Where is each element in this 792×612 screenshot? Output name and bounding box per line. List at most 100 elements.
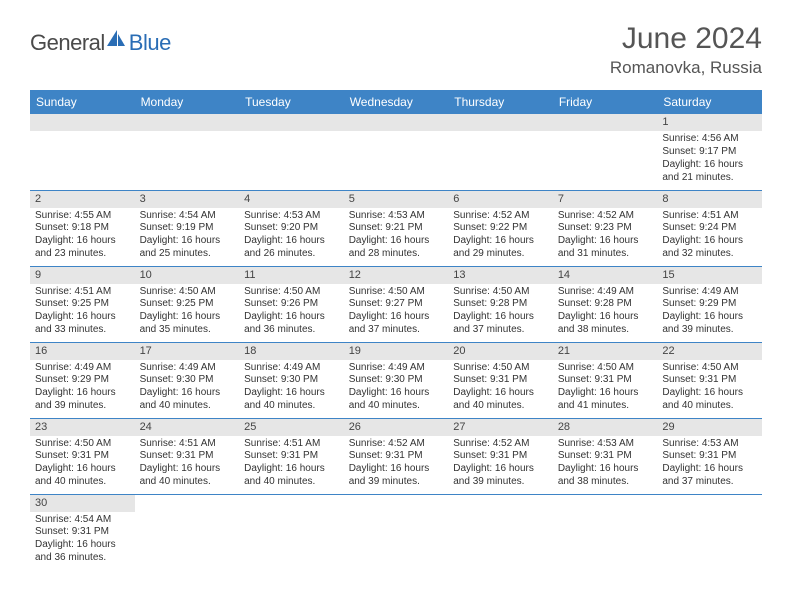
calendar-cell: 21Sunrise: 4:50 AMSunset: 9:31 PMDayligh… (553, 342, 658, 418)
sunrise-text: Sunrise: 4:50 AM (244, 286, 339, 299)
day-number: 8 (657, 191, 762, 208)
sunset-text: Sunset: 9:21 PM (349, 222, 444, 235)
day-details: Sunrise: 4:50 AMSunset: 9:27 PMDaylight:… (344, 284, 449, 340)
weekday-row: SundayMondayTuesdayWednesdayThursdayFrid… (30, 90, 762, 114)
day-number: 27 (448, 419, 553, 436)
day-number: 25 (239, 419, 344, 436)
title-block: June 2024 Romanovka, Russia (610, 22, 762, 78)
daylight-text: Daylight: 16 hours and 40 minutes. (244, 387, 339, 413)
calendar-cell (135, 494, 240, 570)
day-number: 11 (239, 267, 344, 284)
day-details: Sunrise: 4:50 AMSunset: 9:25 PMDaylight:… (135, 284, 240, 340)
daylight-text: Daylight: 16 hours and 37 minutes. (662, 463, 757, 489)
day-details: Sunrise: 4:53 AMSunset: 9:21 PMDaylight:… (344, 208, 449, 264)
day-number-empty (239, 495, 344, 512)
calendar-cell (135, 114, 240, 190)
daylight-text: Daylight: 16 hours and 40 minutes. (453, 387, 548, 413)
sunrise-text: Sunrise: 4:49 AM (558, 286, 653, 299)
calendar-cell: 3Sunrise: 4:54 AMSunset: 9:19 PMDaylight… (135, 190, 240, 266)
sunrise-text: Sunrise: 4:53 AM (349, 210, 444, 223)
calendar-cell: 8Sunrise: 4:51 AMSunset: 9:24 PMDaylight… (657, 190, 762, 266)
day-number: 30 (30, 495, 135, 512)
calendar-cell: 11Sunrise: 4:50 AMSunset: 9:26 PMDayligh… (239, 266, 344, 342)
calendar-cell: 22Sunrise: 4:50 AMSunset: 9:31 PMDayligh… (657, 342, 762, 418)
daylight-text: Daylight: 16 hours and 39 minutes. (35, 387, 130, 413)
calendar-cell (657, 494, 762, 570)
calendar-cell: 9Sunrise: 4:51 AMSunset: 9:25 PMDaylight… (30, 266, 135, 342)
day-details-empty (344, 512, 449, 564)
sunrise-text: Sunrise: 4:52 AM (558, 210, 653, 223)
sunrise-text: Sunrise: 4:49 AM (349, 362, 444, 375)
weekday-header: Thursday (448, 90, 553, 114)
day-number-empty (135, 495, 240, 512)
sunset-text: Sunset: 9:29 PM (35, 374, 130, 387)
sunrise-text: Sunrise: 4:54 AM (35, 514, 130, 527)
daylight-text: Daylight: 16 hours and 39 minutes. (662, 311, 757, 337)
sunset-text: Sunset: 9:31 PM (140, 450, 235, 463)
day-details: Sunrise: 4:51 AMSunset: 9:24 PMDaylight:… (657, 208, 762, 264)
day-details: Sunrise: 4:50 AMSunset: 9:31 PMDaylight:… (448, 360, 553, 416)
sunset-text: Sunset: 9:23 PM (558, 222, 653, 235)
sunset-text: Sunset: 9:17 PM (662, 146, 757, 159)
sunrise-text: Sunrise: 4:55 AM (35, 210, 130, 223)
calendar-cell (448, 494, 553, 570)
daylight-text: Daylight: 16 hours and 39 minutes. (349, 463, 444, 489)
day-details-empty (448, 131, 553, 183)
sunset-text: Sunset: 9:31 PM (349, 450, 444, 463)
calendar-cell (239, 114, 344, 190)
sunset-text: Sunset: 9:26 PM (244, 298, 339, 311)
sunset-text: Sunset: 9:31 PM (453, 450, 548, 463)
sunset-text: Sunset: 9:30 PM (140, 374, 235, 387)
day-details: Sunrise: 4:55 AMSunset: 9:18 PMDaylight:… (30, 208, 135, 264)
day-number: 16 (30, 343, 135, 360)
sunset-text: Sunset: 9:29 PM (662, 298, 757, 311)
day-number-empty (30, 114, 135, 131)
daylight-text: Daylight: 16 hours and 29 minutes. (453, 235, 548, 261)
day-number: 6 (448, 191, 553, 208)
day-details-empty (344, 131, 449, 183)
sunset-text: Sunset: 9:19 PM (140, 222, 235, 235)
calendar-cell: 18Sunrise: 4:49 AMSunset: 9:30 PMDayligh… (239, 342, 344, 418)
day-number: 4 (239, 191, 344, 208)
daylight-text: Daylight: 16 hours and 21 minutes. (662, 159, 757, 185)
daylight-text: Daylight: 16 hours and 23 minutes. (35, 235, 130, 261)
sunrise-text: Sunrise: 4:51 AM (244, 438, 339, 451)
day-details: Sunrise: 4:51 AMSunset: 9:31 PMDaylight:… (135, 436, 240, 492)
day-details: Sunrise: 4:52 AMSunset: 9:31 PMDaylight:… (344, 436, 449, 492)
day-details: Sunrise: 4:50 AMSunset: 9:31 PMDaylight:… (553, 360, 658, 416)
daylight-text: Daylight: 16 hours and 38 minutes. (558, 463, 653, 489)
sunrise-text: Sunrise: 4:49 AM (662, 286, 757, 299)
daylight-text: Daylight: 16 hours and 37 minutes. (349, 311, 444, 337)
calendar-row: 9Sunrise: 4:51 AMSunset: 9:25 PMDaylight… (30, 266, 762, 342)
day-number-empty (553, 495, 658, 512)
sunrise-text: Sunrise: 4:49 AM (140, 362, 235, 375)
day-details: Sunrise: 4:50 AMSunset: 9:26 PMDaylight:… (239, 284, 344, 340)
sunrise-text: Sunrise: 4:51 AM (662, 210, 757, 223)
daylight-text: Daylight: 16 hours and 40 minutes. (349, 387, 444, 413)
day-number: 13 (448, 267, 553, 284)
day-details-empty (553, 131, 658, 183)
sunrise-text: Sunrise: 4:52 AM (453, 210, 548, 223)
day-details-empty (657, 512, 762, 564)
day-details-empty (135, 512, 240, 564)
day-details-empty (448, 512, 553, 564)
day-details: Sunrise: 4:50 AMSunset: 9:31 PMDaylight:… (657, 360, 762, 416)
sunset-text: Sunset: 9:25 PM (35, 298, 130, 311)
day-details: Sunrise: 4:53 AMSunset: 9:20 PMDaylight:… (239, 208, 344, 264)
day-number: 7 (553, 191, 658, 208)
sunrise-text: Sunrise: 4:51 AM (35, 286, 130, 299)
sunset-text: Sunset: 9:31 PM (35, 450, 130, 463)
day-details: Sunrise: 4:54 AMSunset: 9:31 PMDaylight:… (30, 512, 135, 568)
day-number: 15 (657, 267, 762, 284)
calendar-row: 23Sunrise: 4:50 AMSunset: 9:31 PMDayligh… (30, 418, 762, 494)
weekday-header: Saturday (657, 90, 762, 114)
sunset-text: Sunset: 9:31 PM (244, 450, 339, 463)
sunset-text: Sunset: 9:22 PM (453, 222, 548, 235)
day-number-empty (239, 114, 344, 131)
calendar-cell: 24Sunrise: 4:51 AMSunset: 9:31 PMDayligh… (135, 418, 240, 494)
calendar-cell: 6 Sunrise: 4:52 AMSunset: 9:22 PMDaylight… (448, 190, 553, 266)
sunset-text: Sunset: 9:31 PM (662, 374, 757, 387)
calendar-cell: 12Sunrise: 4:50 AMSunset: 9:27 PMDayligh… (344, 266, 449, 342)
calendar-cell: 16Sunrise: 4:49 AMSunset: 9:29 PMDayligh… (30, 342, 135, 418)
day-number: 1 (657, 114, 762, 131)
